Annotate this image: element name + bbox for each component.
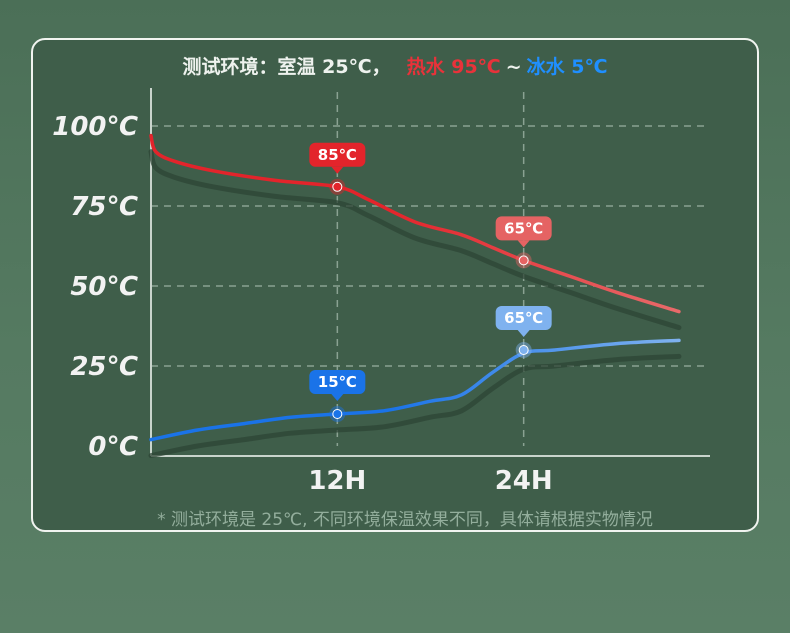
heading-hot-water: 热水 95℃ (406, 56, 501, 78)
y-tick-label-1: 75℃ (70, 192, 138, 222)
heading-separator: ~ (505, 56, 522, 78)
marker-label-pointer-2 (331, 394, 344, 401)
test-environment-heading: 测试环境：室温 25℃， 热水 95℃ ~ 冰水 5℃ (0, 52, 790, 79)
series-lines (149, 133, 681, 442)
series-line-cold (149, 338, 681, 442)
marker-label-box-3 (495, 306, 552, 330)
y-tick-label-0: 100℃ (52, 112, 138, 142)
x-tick-label-1: 24H (495, 466, 553, 496)
marker-label-box-2 (309, 370, 366, 394)
marker-label-pointer-1 (517, 240, 530, 248)
series-markers: 85℃ 65℃ 15℃ 65℃ (309, 142, 552, 422)
series-line-hot (149, 133, 681, 314)
series-shadow-hot (148, 149, 682, 331)
marker-dot-2 (332, 409, 343, 419)
marker-label-text-3: 65℃ (504, 309, 543, 327)
marker-dot-3 (518, 345, 529, 355)
marker-label-text-1: 65℃ (504, 219, 543, 237)
marker-label-box-1 (495, 216, 552, 241)
marker-label-text-2: 15℃ (318, 373, 357, 391)
y-tick-label-3: 25℃ (70, 352, 138, 382)
y-tick-label-2: 50℃ (70, 272, 138, 302)
chart-grid (151, 92, 704, 446)
series-shadows (148, 149, 682, 459)
marker-label-box-0 (309, 142, 366, 167)
y-tick-label-4: 0℃ (88, 432, 138, 462)
heading-prefix: 测试环境：室温 25℃， (182, 56, 391, 78)
heading-cold-water: 冰水 5℃ (526, 56, 608, 78)
x-tick-label-0: 12H (308, 466, 366, 496)
series-shadow-cold (148, 353, 682, 459)
marker-label-text-0: 85℃ (318, 146, 357, 164)
marker-dot-0 (332, 181, 343, 192)
axis-ticks: 100℃ 75℃ 50℃ 25℃ 0℃ 12H 24H (52, 112, 552, 496)
marker-dot-1 (518, 255, 529, 266)
chart-panel (31, 38, 759, 532)
test-environment-footnote: * 测试环境是 25℃, 不同环境保温效果不同，具体请根据实物情况 (157, 510, 653, 530)
marker-label-pointer-0 (331, 166, 344, 174)
marker-label-pointer-3 (517, 330, 530, 337)
